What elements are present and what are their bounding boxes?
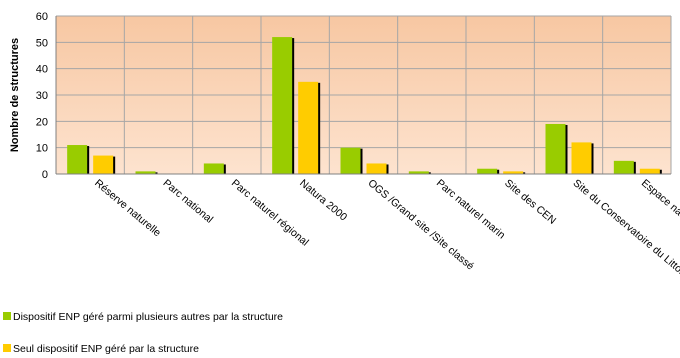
- legend-swatch: [3, 312, 11, 320]
- bar: [135, 171, 156, 174]
- bar: [366, 163, 387, 174]
- x-tick-label: Parc national: [161, 177, 216, 226]
- legend: Dispositif ENP géré parmi plusieurs autr…: [3, 311, 283, 355]
- y-tick-label: 0: [42, 169, 48, 181]
- x-tick-label: Site des CEN: [502, 177, 558, 227]
- y-tick-label: 60: [36, 11, 48, 23]
- y-tick-label: 40: [36, 64, 48, 76]
- bar-shadow: [496, 169, 500, 174]
- bar: [93, 155, 114, 174]
- bar-shadow: [522, 172, 526, 174]
- y-tick-label: 10: [36, 143, 48, 155]
- bar: [203, 163, 224, 174]
- bar: [340, 147, 361, 174]
- y-tick-label: 20: [36, 116, 48, 128]
- y-tick-label: 30: [36, 90, 48, 102]
- bar-shadow: [359, 148, 363, 174]
- bar-shadow: [564, 124, 568, 174]
- bar-shadow: [427, 172, 431, 174]
- bar: [67, 145, 88, 174]
- bar: [298, 81, 319, 174]
- bar: [639, 168, 660, 174]
- y-axis-title: Nombre de structures: [9, 38, 21, 152]
- x-tick-label: Parc naturel marin: [434, 177, 508, 241]
- bar-shadow: [222, 164, 226, 174]
- bar: [613, 160, 634, 174]
- bar: [571, 142, 592, 174]
- legend-label: Dispositif ENP géré parmi plusieurs autr…: [13, 311, 283, 323]
- bar-shadow: [86, 146, 90, 174]
- bar: [545, 123, 566, 174]
- bar: [408, 171, 429, 174]
- x-tick-label: Natura 2000: [297, 177, 349, 223]
- bar-shadow: [112, 156, 116, 174]
- y-tick-label: 50: [36, 37, 48, 49]
- bar-shadow: [154, 172, 158, 174]
- legend-label: Seul dispositif ENP géré par la structur…: [13, 343, 199, 355]
- bar-shadow: [291, 38, 295, 174]
- x-tick-label: Parc naturel régional: [229, 177, 311, 248]
- bar: [503, 171, 524, 174]
- bars: [67, 37, 662, 174]
- x-tick-label: Réserve naturelle: [92, 177, 163, 239]
- bar: [477, 168, 498, 174]
- bar-shadow: [590, 143, 594, 174]
- bar-shadow: [385, 164, 389, 174]
- bar: [272, 37, 293, 174]
- bar-shadow: [317, 82, 321, 174]
- legend-swatch: [3, 344, 11, 352]
- bar-shadow: [632, 161, 636, 174]
- bar-shadow: [658, 169, 662, 174]
